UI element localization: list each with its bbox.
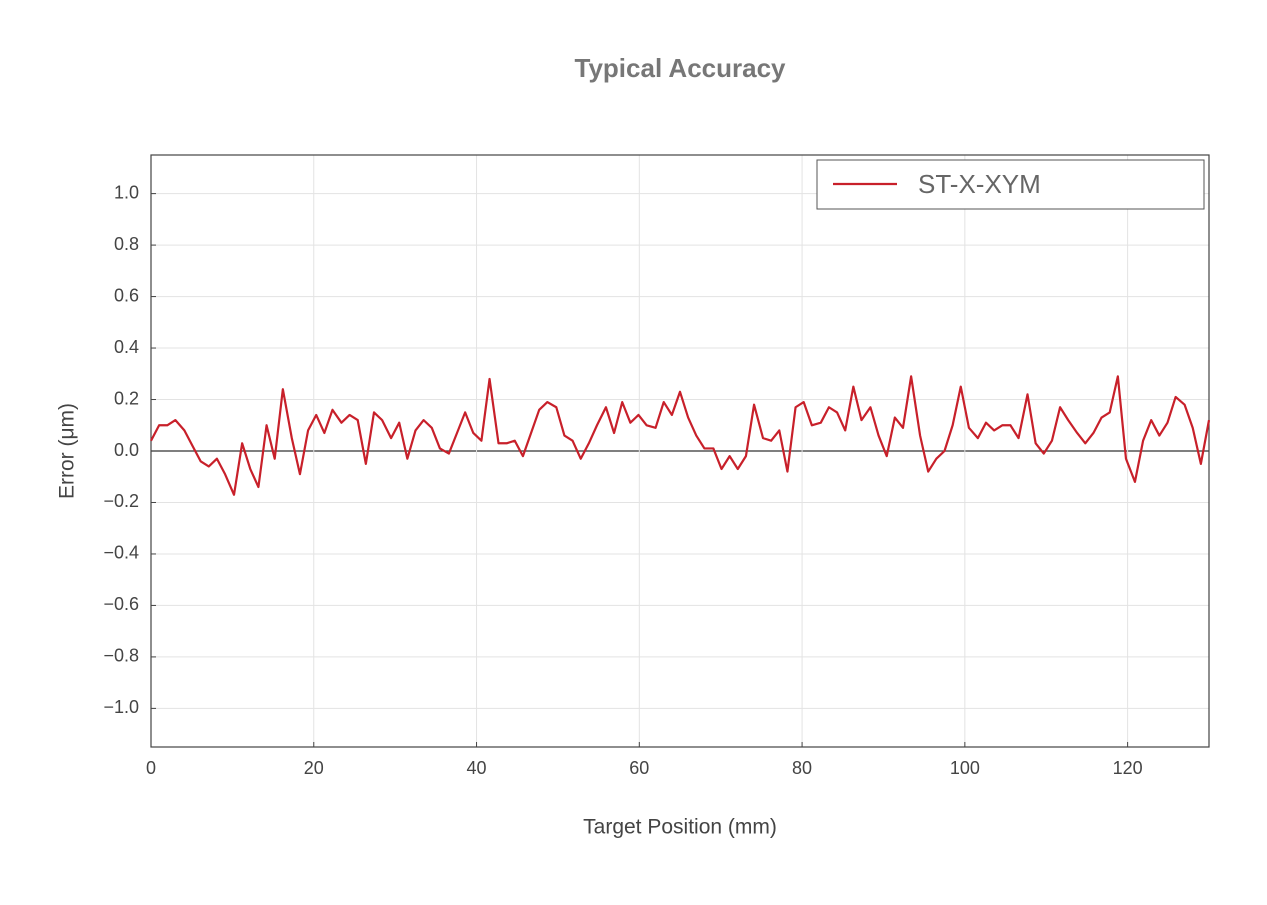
x-axis-label: Target Position (mm) — [583, 816, 777, 839]
x-tick-label: 120 — [1113, 758, 1143, 778]
y-tick-label: 0.4 — [114, 337, 139, 357]
y-tick-label: 0.8 — [114, 234, 139, 254]
y-tick-label: −0.6 — [103, 594, 139, 614]
y-axis-label: Error (μm) — [56, 403, 79, 499]
y-tick-label: 0.0 — [114, 440, 139, 460]
x-tick-label: 40 — [467, 758, 487, 778]
y-tick-label: 1.0 — [114, 182, 139, 202]
y-tick-label: −0.4 — [103, 543, 139, 563]
y-tick-label: −1.0 — [103, 697, 139, 717]
x-tick-label: 20 — [304, 758, 324, 778]
chart-title: Typical Accuracy — [575, 53, 787, 83]
y-tick-label: 0.2 — [114, 388, 139, 408]
y-tick-label: −0.8 — [103, 646, 139, 666]
series-line — [150, 375, 1211, 496]
x-tick-label: 0 — [146, 758, 156, 778]
x-tick-label: 80 — [792, 758, 812, 778]
y-tick-label: 0.6 — [114, 285, 139, 305]
x-tick-label: 100 — [950, 758, 980, 778]
x-tick-label: 60 — [629, 758, 649, 778]
plot-frame — [150, 154, 1210, 748]
legend-label: ST-X-XYM — [918, 169, 1041, 199]
y-tick-label: −0.2 — [103, 491, 139, 511]
